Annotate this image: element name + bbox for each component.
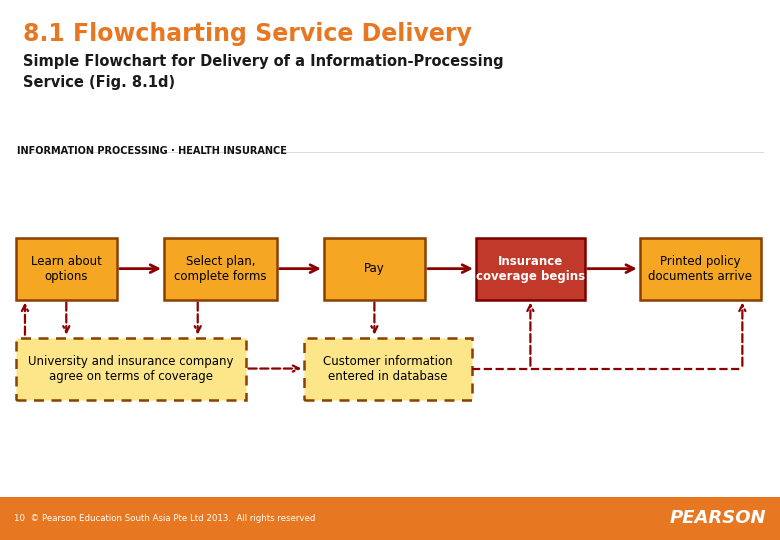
Text: Printed policy
documents arrive: Printed policy documents arrive: [648, 255, 752, 282]
Text: INFORMATION PROCESSING · HEALTH INSURANCE: INFORMATION PROCESSING · HEALTH INSURANC…: [17, 146, 287, 156]
FancyBboxPatch shape: [304, 338, 472, 400]
FancyBboxPatch shape: [164, 238, 277, 300]
Text: Pay: Pay: [364, 262, 385, 275]
FancyBboxPatch shape: [476, 238, 585, 300]
Bar: [0, 497, 780, 540]
FancyBboxPatch shape: [16, 238, 117, 300]
FancyBboxPatch shape: [324, 238, 425, 300]
FancyBboxPatch shape: [640, 238, 760, 300]
Text: Customer information
entered in database: Customer information entered in database: [323, 355, 453, 382]
Text: PEARSON: PEARSON: [669, 509, 766, 528]
FancyBboxPatch shape: [16, 338, 246, 400]
Text: Service (Fig. 8.1d): Service (Fig. 8.1d): [23, 75, 176, 90]
Text: Select plan,
complete forms: Select plan, complete forms: [174, 255, 267, 282]
Text: 10  © Pearson Education South Asia Pte Ltd 2013.  All rights reserved: 10 © Pearson Education South Asia Pte Lt…: [14, 514, 315, 523]
Text: 8.1 Flowcharting Service Delivery: 8.1 Flowcharting Service Delivery: [23, 22, 472, 45]
Text: University and insurance company
agree on terms of coverage: University and insurance company agree o…: [28, 355, 233, 382]
Text: Learn about
options: Learn about options: [31, 255, 101, 282]
Text: Insurance
coverage begins: Insurance coverage begins: [476, 255, 585, 282]
Text: Simple Flowchart for Delivery of a Information-Processing: Simple Flowchart for Delivery of a Infor…: [23, 54, 504, 69]
